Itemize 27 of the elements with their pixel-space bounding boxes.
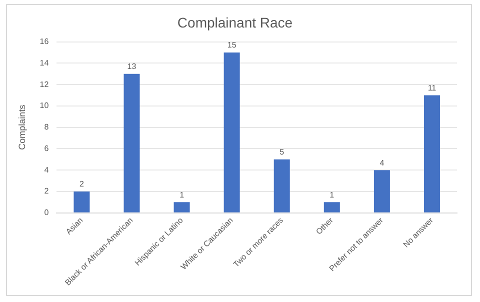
bar xyxy=(224,52,240,212)
bar xyxy=(74,191,90,212)
data-label: 1 xyxy=(180,190,185,200)
bar xyxy=(124,74,140,212)
y-tick-label: 10 xyxy=(40,101,50,110)
y-tick-label: 12 xyxy=(40,80,50,89)
bar xyxy=(324,202,340,212)
y-tick-label: 16 xyxy=(40,37,50,46)
bar xyxy=(374,170,390,212)
data-label: 4 xyxy=(380,158,385,168)
bar xyxy=(174,202,190,212)
y-tick-label: 0 xyxy=(44,208,50,218)
y-tick-label: 2 xyxy=(44,186,50,196)
bar xyxy=(274,159,290,212)
data-label: 2 xyxy=(79,180,84,189)
y-tick-label: 6 xyxy=(44,144,50,153)
data-label: 1 xyxy=(330,190,335,200)
data-label: 15 xyxy=(227,40,237,50)
y-tick-label: 8 xyxy=(44,122,50,132)
y-tick-label: 4 xyxy=(44,165,50,174)
data-label: 5 xyxy=(280,148,285,157)
bar xyxy=(424,95,440,212)
data-label: 11 xyxy=(428,83,437,92)
y-axis-title: Complaints xyxy=(16,104,27,150)
chart-title: Complainant Race xyxy=(177,14,293,30)
data-label: 13 xyxy=(127,62,137,72)
y-tick-label: 14 xyxy=(40,58,50,68)
